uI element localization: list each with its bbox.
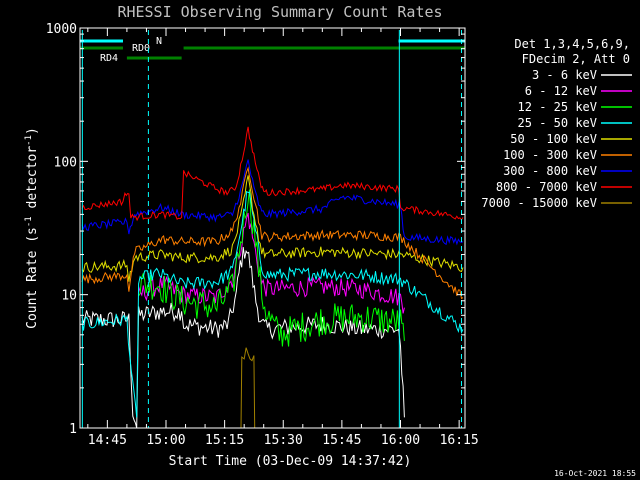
legend: Det 1,3,4,5,6,9, FDecim 2, Att 0 3 - 6 k… xyxy=(481,37,632,210)
x-axis-label: Start Time (03-Dec-09 14:37:42) xyxy=(169,454,412,469)
flag-layer: N RD0 RD4 xyxy=(80,30,465,428)
x-tick-label: 16:00 xyxy=(381,433,420,448)
legend-label-1: 3 - 6 keV xyxy=(532,68,597,82)
legend-items: 3 - 6 keV 6 - 12 keV 12 - 25 keV 25 - 50 ke… xyxy=(481,68,632,210)
plot-frame xyxy=(79,27,466,429)
x-tick-label: 14:45 xyxy=(88,433,127,448)
legend-label-8: 800 - 7000 keV xyxy=(496,180,597,194)
series-line-8 xyxy=(81,126,464,222)
series-line-2 xyxy=(138,212,405,314)
legend-label-7: 300 - 800 keV xyxy=(503,164,597,178)
legend-label-5: 50 - 100 keV xyxy=(510,132,597,146)
rd0-annotation-label: RD0 xyxy=(132,43,150,54)
series-line-3 xyxy=(138,189,405,347)
y-tick-label: 10 xyxy=(61,289,77,304)
tick-layer: 14:45 15:00 15:15 15:30 15:45 16:00 16:15 1 10 10… xyxy=(46,22,479,448)
y-axis-label-end: ) xyxy=(25,127,40,135)
night-annotation-label: N xyxy=(156,36,162,47)
legend-label-2: 6 - 12 keV xyxy=(525,84,597,98)
footer-date: 16-Oct-2021 18:55 xyxy=(554,469,636,478)
y-axis-label: Count Rate (s-1 detector-1) xyxy=(24,127,40,329)
plot-area: N RD0 RD4 14:45 15:00 15:15 15:30 15:45 16:00… xyxy=(46,22,479,448)
legend-label-4: 25 - 50 keV xyxy=(518,116,597,130)
y-axis-label-main: Count Rate (s xyxy=(25,227,40,329)
y-tick-label: 1000 xyxy=(46,22,77,37)
y-tick-label: 100 xyxy=(54,155,77,170)
x-tick-label: 16:15 xyxy=(440,433,479,448)
chart-title: RHESSI Observing Summary Count Rates xyxy=(117,3,442,21)
rd4-annotation-label: RD4 xyxy=(100,53,118,64)
x-tick-label: 15:45 xyxy=(322,433,361,448)
legend-label-3: 12 - 25 keV xyxy=(518,100,597,114)
x-tick-label: 15:00 xyxy=(146,433,185,448)
y-tick-label: 1 xyxy=(69,422,77,437)
y-axis-label-sup1: -1 xyxy=(24,216,34,227)
x-tick-label: 15:30 xyxy=(264,433,303,448)
series-line-9 xyxy=(240,347,256,429)
legend-label-9: 7000 - 15000 keV xyxy=(481,196,597,210)
legend-label-6: 100 - 300 keV xyxy=(503,148,597,162)
legend-header-decimation: FDecim 2, Att 0 xyxy=(522,52,630,66)
y-axis-label-mid: detector xyxy=(25,146,40,217)
series-line-1 xyxy=(81,247,405,429)
y-axis-label-sup2: -1 xyxy=(24,135,34,146)
x-tick-label: 15:15 xyxy=(205,433,244,448)
legend-header-detectors: Det 1,3,4,5,6,9, xyxy=(514,37,630,51)
series-layer xyxy=(81,126,464,429)
